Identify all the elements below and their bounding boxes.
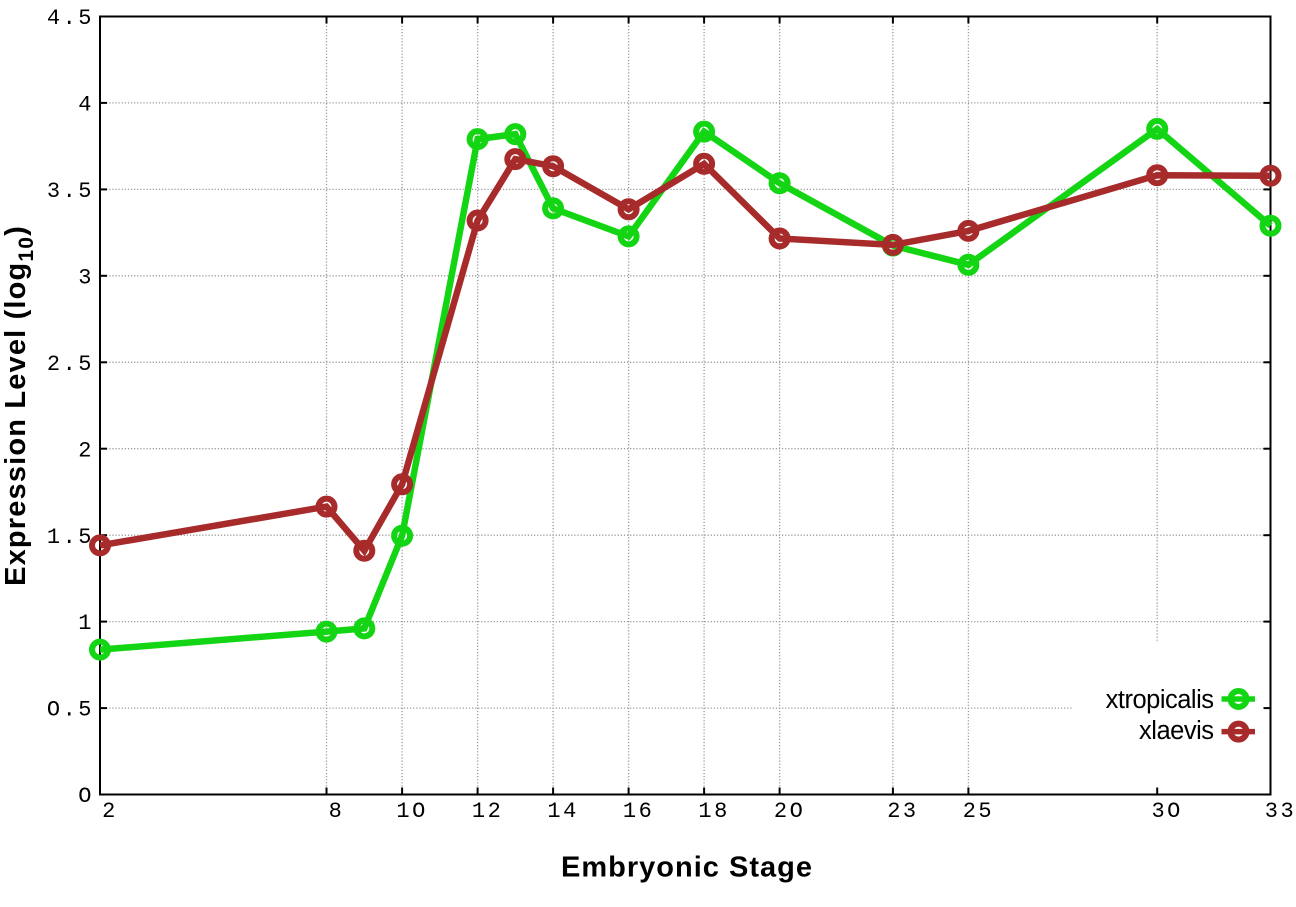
svg-text:2.5: 2.5 — [47, 352, 94, 377]
svg-text:3.5: 3.5 — [47, 179, 94, 204]
svg-text:4.5: 4.5 — [47, 6, 94, 31]
svg-text:1.5: 1.5 — [47, 525, 94, 550]
svg-text:12: 12 — [472, 799, 503, 824]
svg-text:O.5: O.5 — [47, 698, 94, 723]
svg-text:1: 1 — [78, 611, 94, 636]
svg-text:1O: 1O — [396, 799, 427, 824]
svg-text:23: 23 — [887, 799, 918, 824]
svg-text:8: 8 — [329, 799, 345, 824]
svg-text:3: 3 — [78, 265, 94, 290]
svg-text:4: 4 — [78, 93, 94, 118]
svg-text:O: O — [78, 784, 94, 809]
svg-text:Expression Level (log10): Expression Level (log10) — [0, 225, 38, 586]
svg-text:2O: 2O — [774, 799, 805, 824]
svg-text:2: 2 — [78, 438, 94, 463]
svg-text:3O: 3O — [1151, 799, 1182, 824]
svg-text:14: 14 — [547, 799, 578, 824]
svg-text:16: 16 — [623, 799, 654, 824]
svg-text:25: 25 — [963, 799, 994, 824]
svg-text:xtropicalis: xtropicalis — [1106, 686, 1214, 714]
svg-text:Embryonic Stage: Embryonic Stage — [561, 852, 813, 884]
svg-text:18: 18 — [698, 799, 729, 824]
svg-text:2: 2 — [102, 799, 118, 824]
svg-text:xlaevis: xlaevis — [1139, 717, 1213, 745]
svg-text:33: 33 — [1265, 799, 1296, 824]
